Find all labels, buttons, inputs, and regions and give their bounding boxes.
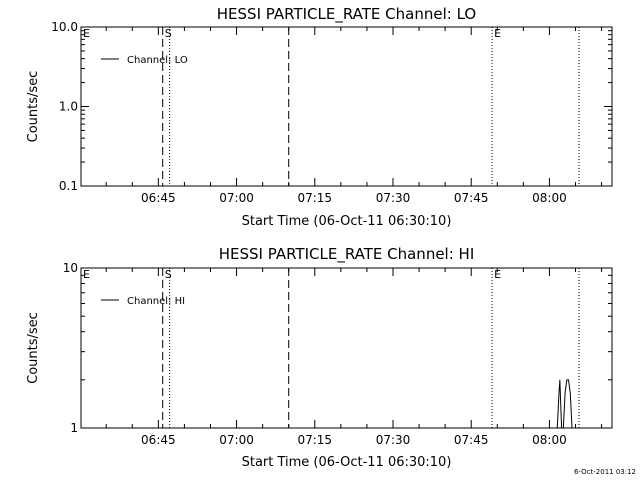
x-tick-label: 07:15 <box>297 433 332 447</box>
y-axis-label: Counts/sec <box>26 71 41 143</box>
x-tick-label: 06:45 <box>141 433 176 447</box>
chart-title: HESSI PARTICLE_RATE Channel: HI <box>219 245 475 264</box>
x-tick-label: 06:45 <box>141 191 176 205</box>
plot-frame <box>80 26 613 187</box>
x-axis-label: Start Time (06-Oct-11 06:30:10) <box>242 455 452 470</box>
event-marker-label: E <box>494 27 501 40</box>
chart-title: HESSI PARTICLE_RATE Channel: LO <box>217 5 476 24</box>
legend-label: Channel: LO <box>127 55 188 66</box>
event-marker-label: E <box>83 27 90 40</box>
event-marker-label: S <box>165 27 172 40</box>
chart-lo: HESSI PARTICLE_RATE Channel: LO 06:45 07:0… <box>26 5 613 229</box>
y-axis-label: Counts/sec <box>26 312 41 384</box>
x-tick-label: 08:00 <box>532 191 567 205</box>
chart-hi: HESSI PARTICLE_RATE Channel: HI 06:45 07:0… <box>26 245 613 470</box>
x-tick-label: 08:00 <box>532 433 567 447</box>
timestamp-label: 6-Oct-2011 03:12 <box>574 468 636 476</box>
y-tick-label: 1 <box>70 421 78 435</box>
x-tick-label: 07:00 <box>219 433 254 447</box>
y-tick-label: 1.0 <box>59 100 78 114</box>
event-marker-label: E <box>83 268 90 281</box>
x-tick-label: 07:45 <box>454 433 489 447</box>
x-tick-label: 07:45 <box>454 191 489 205</box>
plot-frame <box>80 267 613 429</box>
x-tick-label: 07:30 <box>376 433 411 447</box>
x-tick-label: 07:30 <box>376 191 411 205</box>
event-marker-label: S <box>165 268 172 281</box>
y-tick-label: 10 <box>63 261 78 275</box>
x-tick-label: 07:00 <box>219 191 254 205</box>
y-tick-label: 0.1 <box>59 179 78 193</box>
event-marker-label: E <box>494 268 501 281</box>
legend-label: Channel: HI <box>127 296 185 307</box>
x-axis-label: Start Time (06-Oct-11 06:30:10) <box>242 214 452 229</box>
x-tick-label: 07:15 <box>297 191 332 205</box>
series-line <box>556 379 573 429</box>
y-tick-label: 10.0 <box>51 20 78 34</box>
